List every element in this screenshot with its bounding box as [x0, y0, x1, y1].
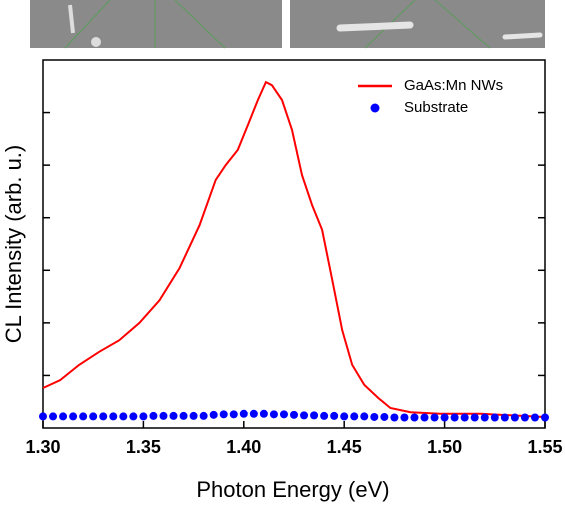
data-point: [390, 413, 399, 422]
data-point: [500, 413, 509, 422]
data-point: [510, 413, 519, 422]
data-point: [99, 412, 108, 421]
data-point: [199, 411, 208, 420]
data-point: [79, 412, 88, 421]
data-point: [109, 412, 118, 421]
x-tick-label: 1.45: [327, 437, 362, 457]
data-point: [259, 409, 268, 418]
data-point: [410, 413, 419, 422]
data-point: [420, 413, 429, 422]
data-point: [89, 412, 98, 421]
data-point: [310, 411, 319, 420]
x-tick-label: 1.55: [527, 437, 562, 457]
data-point: [370, 412, 379, 421]
data-point: [340, 412, 349, 421]
legend-label: GaAs:Mn NWs: [404, 77, 503, 94]
legend-swatch: [370, 103, 380, 113]
data-point: [290, 410, 298, 419]
data-point: [59, 412, 68, 421]
data-point: [360, 412, 369, 421]
data-point: [239, 409, 248, 418]
data-line: [42, 80, 546, 418]
x-axis-label: Photon Energy (eV): [196, 477, 389, 502]
legend-label: Substrate: [404, 99, 468, 116]
data-point: [440, 413, 449, 422]
data-point: [159, 411, 168, 420]
sem-inset-right: [290, 0, 545, 49]
x-tick-label: 1.50: [427, 437, 462, 457]
data-point: [470, 413, 479, 422]
data-point: [69, 412, 78, 421]
x-tick-label: 1.30: [25, 437, 60, 457]
data-point: [300, 411, 309, 420]
sem-inset-left: [30, 0, 282, 49]
data-point: [139, 412, 148, 421]
data-point: [39, 412, 47, 421]
data-point: [279, 410, 288, 419]
data-point: [460, 413, 469, 422]
data-point: [179, 411, 188, 420]
data-point: [350, 412, 359, 421]
data-point: [400, 413, 409, 422]
data-point: [530, 413, 539, 422]
data-point: [430, 413, 439, 422]
x-tick-label: 1.40: [226, 437, 261, 457]
data-point: [169, 411, 178, 420]
data-point: [189, 411, 198, 420]
data-point: [480, 413, 489, 422]
data-point: [269, 410, 278, 419]
y-axis-label: CL Intensity (arb. u.): [1, 145, 26, 343]
x-tick-label: 1.35: [126, 437, 161, 457]
data-point: [49, 412, 58, 421]
data-point: [149, 411, 158, 420]
data-point: [129, 412, 138, 421]
data-point: [320, 411, 329, 420]
data-point: [330, 411, 339, 420]
data-point: [541, 413, 549, 422]
data-point: [219, 410, 228, 419]
data-point: [249, 409, 258, 418]
data-point: [490, 413, 499, 422]
data-point: [119, 412, 128, 421]
data-point: [209, 410, 218, 419]
data-point: [229, 410, 238, 419]
data-point: [380, 412, 389, 421]
data-point: [450, 413, 459, 422]
data-point: [520, 413, 529, 422]
plot-frame: [42, 59, 546, 429]
